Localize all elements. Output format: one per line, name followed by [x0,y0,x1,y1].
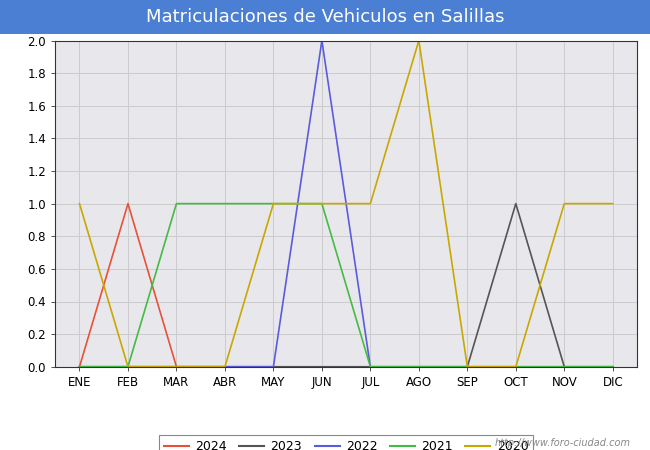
Line: 2020: 2020 [79,40,613,367]
2023 [124,364,132,369]
2021 [172,201,180,206]
2022 [609,364,617,369]
Text: Matriculaciones de Vehiculos en Salillas: Matriculaciones de Vehiculos en Salillas [146,8,504,26]
2022 [463,364,471,369]
2022 [512,364,520,369]
2024 [270,364,278,369]
2021 [512,364,520,369]
2020 [415,38,422,43]
2023 [318,364,326,369]
2024 [172,364,180,369]
Line: 2023: 2023 [79,203,613,367]
2020 [270,201,278,206]
2023 [560,364,568,369]
2022 [367,364,374,369]
2022 [221,364,229,369]
2023 [367,364,374,369]
2022 [124,364,132,369]
2020 [318,201,326,206]
Legend: 2024, 2023, 2022, 2021, 2020: 2024, 2023, 2022, 2021, 2020 [159,436,534,450]
2020 [367,201,374,206]
2021 [318,201,326,206]
2021 [463,364,471,369]
2023 [270,364,278,369]
Line: 2024: 2024 [79,203,274,367]
2023 [415,364,422,369]
2020 [172,364,180,369]
Line: 2022: 2022 [79,40,613,367]
2021 [221,201,229,206]
2020 [124,364,132,369]
2021 [367,364,374,369]
2023 [172,364,180,369]
2024 [221,364,229,369]
2021 [75,364,83,369]
2022 [270,364,278,369]
2021 [124,364,132,369]
2022 [318,38,326,43]
2021 [270,201,278,206]
2021 [609,364,617,369]
2022 [172,364,180,369]
2023 [75,364,83,369]
2020 [463,364,471,369]
2024 [75,364,83,369]
2020 [560,201,568,206]
2020 [221,364,229,369]
2020 [512,364,520,369]
2021 [415,364,422,369]
2021 [560,364,568,369]
Line: 2021: 2021 [79,203,613,367]
2023 [512,201,520,206]
2022 [560,364,568,369]
2022 [75,364,83,369]
2024 [124,201,132,206]
2023 [221,364,229,369]
2020 [75,201,83,206]
2023 [463,364,471,369]
Text: http://www.foro-ciudad.com: http://www.foro-ciudad.com [495,438,630,448]
2023 [609,364,617,369]
2020 [609,201,617,206]
2022 [415,364,422,369]
